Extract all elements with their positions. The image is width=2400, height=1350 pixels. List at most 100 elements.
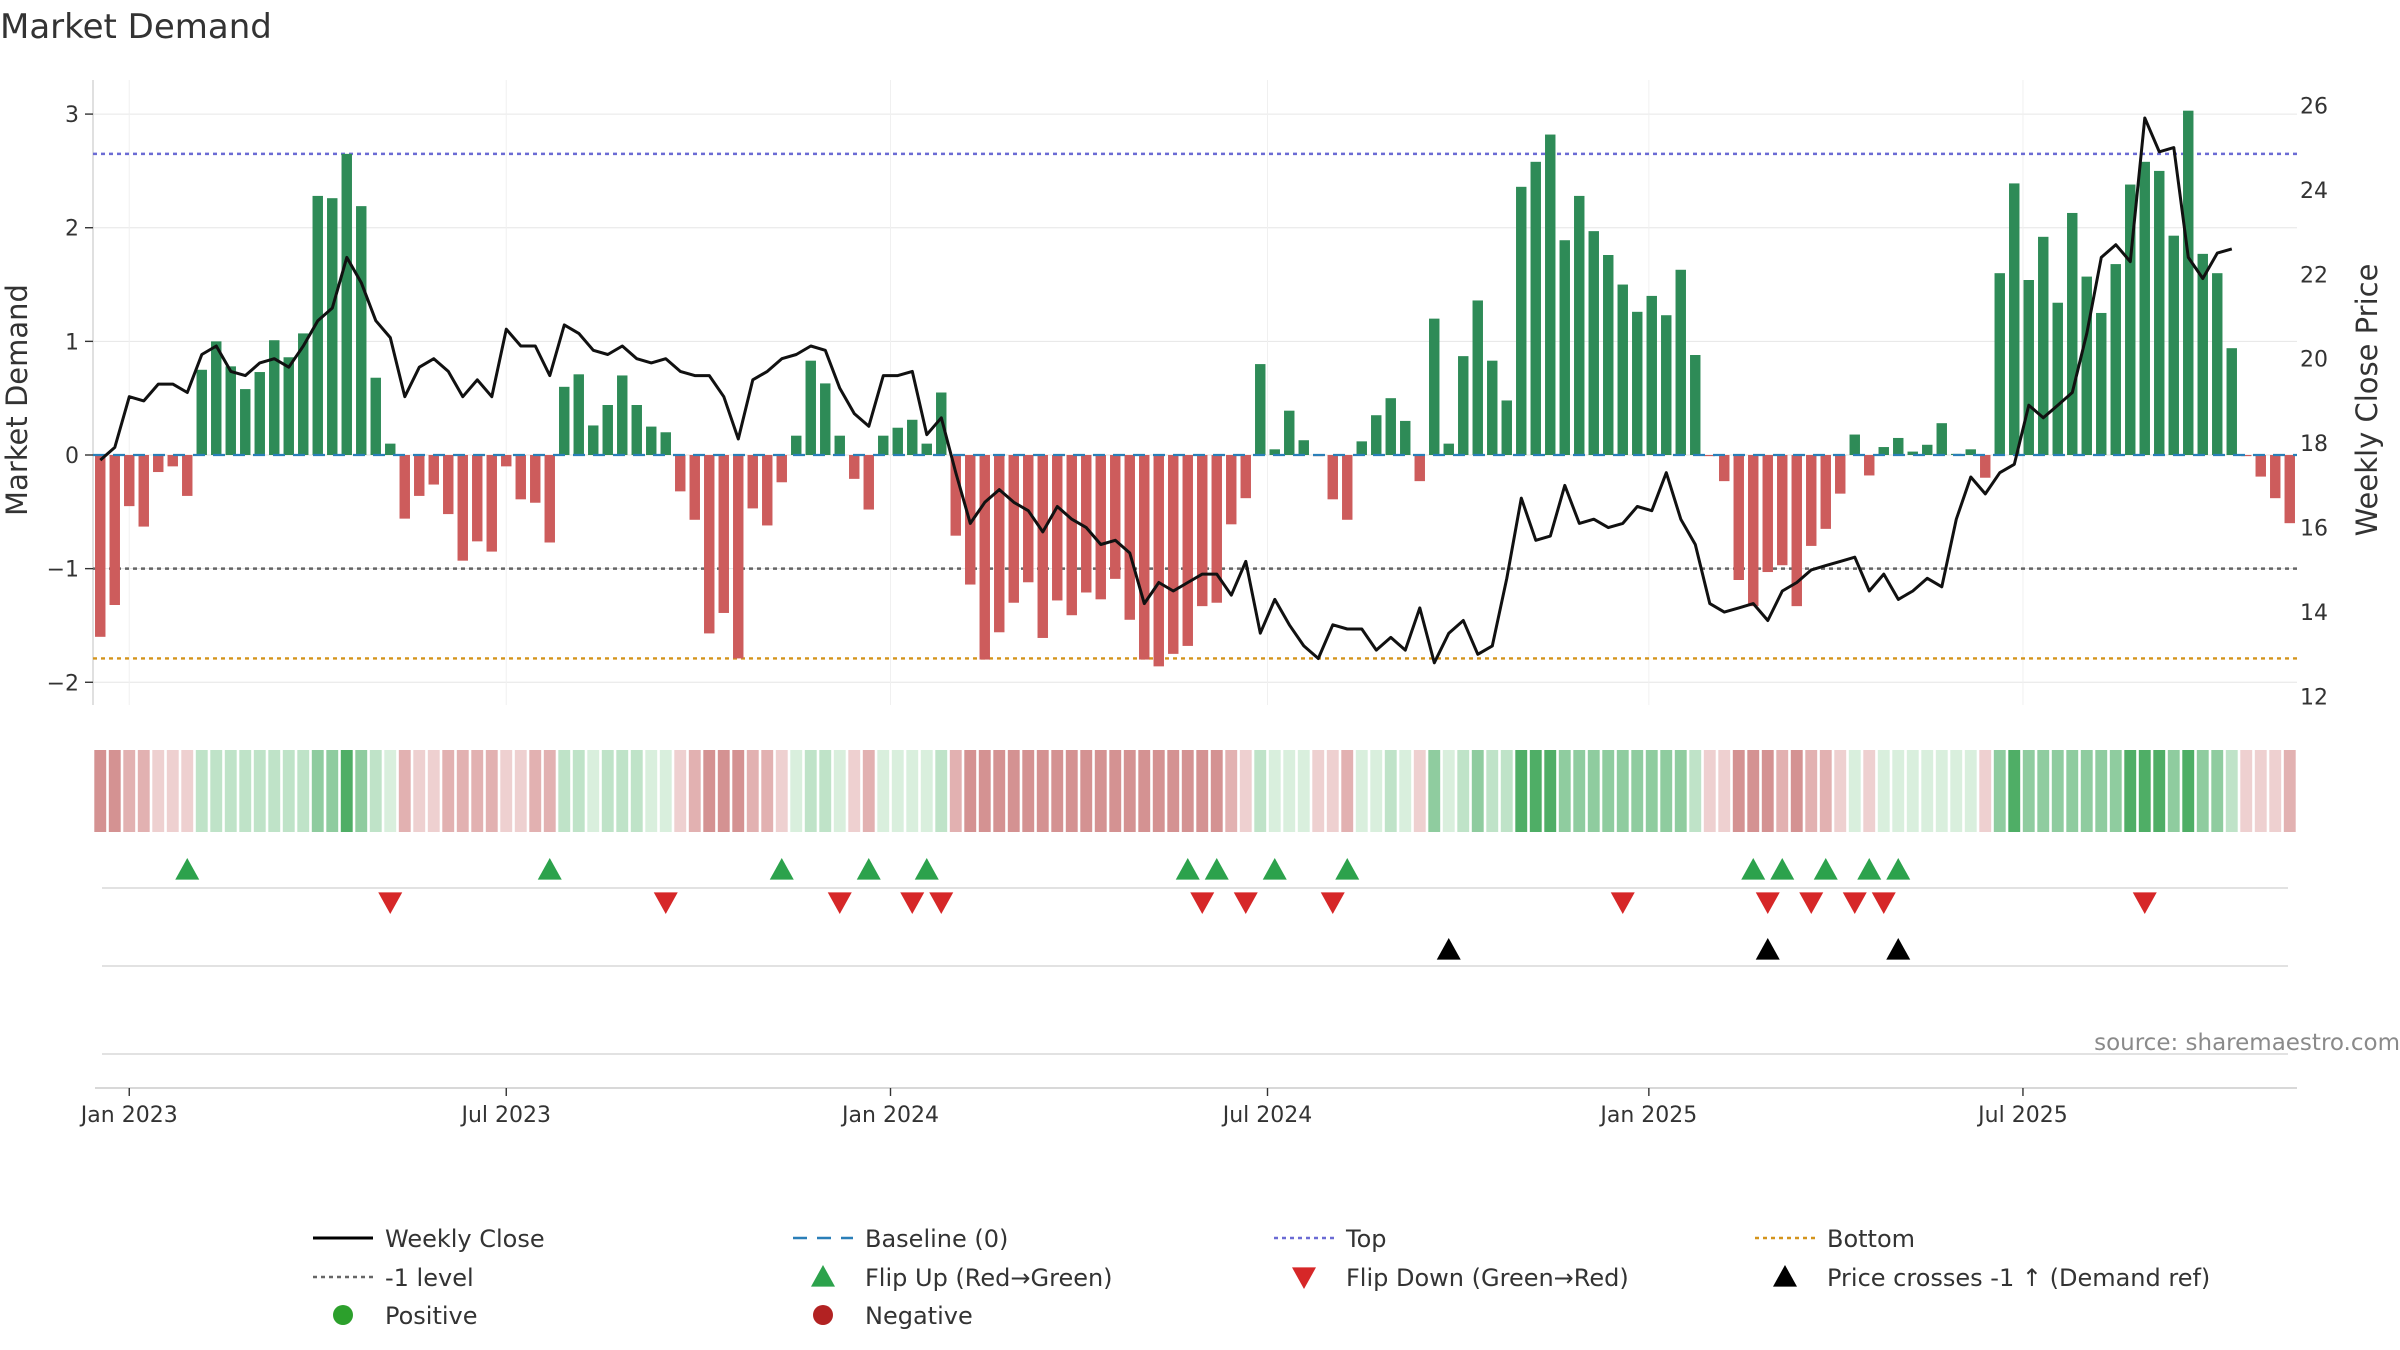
demand-bar [1994, 273, 2005, 455]
legend-label: Positive [385, 1302, 478, 1330]
heat-cell [2167, 750, 2180, 832]
demand-bar [1893, 437, 1904, 455]
flip-up-marker [175, 858, 200, 880]
heat-cell [1109, 750, 1122, 832]
heat-cell [1645, 750, 1658, 832]
heat-cell [1152, 750, 1165, 832]
heat-cell [181, 750, 194, 832]
heat-cell [1283, 750, 1296, 832]
demand-bar [399, 455, 410, 519]
demand-bar [1400, 420, 1411, 455]
demand-bar [167, 455, 178, 467]
heat-cell [1225, 750, 1238, 832]
heat-cell [94, 750, 107, 832]
heat-cell [500, 750, 513, 832]
source-note: source: sharemaestro.com [2094, 1030, 2400, 1056]
demand-bar [1762, 455, 1773, 573]
demand-bar [1240, 455, 1251, 499]
legend-label: Top [1345, 1225, 1387, 1253]
flip-down-marker [378, 892, 403, 914]
heat-cell [1718, 750, 1731, 832]
gridlines [92, 80, 2297, 705]
heat-cell [384, 750, 397, 832]
demand-bar [1414, 455, 1425, 482]
flip-down-marker [1871, 892, 1896, 914]
heat-cell [1196, 750, 1209, 832]
heat-cell [761, 750, 774, 832]
heat-cell [1312, 750, 1325, 832]
weekly-close-path [99, 116, 2233, 665]
heat-cell [848, 750, 861, 832]
heat-cell [2196, 750, 2209, 832]
heat-cell [833, 750, 846, 832]
heat-cell [2095, 750, 2108, 832]
flip-up-marker [856, 858, 881, 880]
heat-cell [514, 750, 527, 832]
heat-cell [775, 750, 788, 832]
legend-item: Negative [813, 1302, 973, 1330]
heat-cell [1805, 750, 1818, 832]
legend-label: Flip Up (Red→Green) [865, 1264, 1113, 1292]
heat-cell [1660, 750, 1673, 832]
heat-cell [2269, 750, 2282, 832]
heat-cell [1747, 750, 1760, 832]
heat-cell [949, 750, 962, 832]
y2-tick-label: 20 [2300, 348, 2328, 373]
heat-cell [674, 750, 687, 832]
demand-bar [2038, 236, 2049, 455]
demand-bar [2255, 455, 2266, 477]
demand-bar [1559, 240, 1570, 455]
demand-bar [747, 455, 758, 509]
heat-cell [1834, 750, 1847, 832]
heat-cell [2138, 750, 2151, 832]
heat-cell [2153, 750, 2166, 832]
demand-bar [1081, 455, 1092, 593]
demand-bar [1255, 364, 1266, 455]
demand-bar [1139, 455, 1150, 660]
demand-bar [1574, 195, 1585, 455]
heat-cell [558, 750, 571, 832]
heat-cell [1732, 750, 1745, 832]
demand-bar [1907, 451, 1918, 455]
y-tick-label: 3 [65, 103, 79, 128]
demand-bar [733, 455, 744, 659]
demand-bar [501, 455, 512, 467]
heat-cell [137, 750, 150, 832]
x-tick-label: Jan 2024 [840, 1103, 939, 1128]
x-axis-ticks: Jan 2023 Jul 2023 Jan 2024 Jul 2024 Jan 2025… [79, 1087, 2297, 1128]
heat-cell [1761, 750, 1774, 832]
heat-cell [862, 750, 875, 832]
flip-up-marker [1262, 858, 1287, 880]
demand-bar [1545, 134, 1556, 455]
heat-cell [282, 750, 295, 832]
legend-label: Flip Down (Green→Red) [1346, 1264, 1629, 1292]
demand-bar [602, 405, 613, 455]
heat-cell [239, 750, 252, 832]
heat-cell [427, 750, 440, 832]
x-tick-label: Jul 2023 [459, 1103, 551, 1128]
price-cross-marker [1755, 938, 1780, 960]
heat-cell [2225, 750, 2238, 832]
heat-cell [1384, 750, 1397, 832]
heat-cell [224, 750, 237, 832]
heat-cell [2080, 750, 2093, 832]
demand-bar [1733, 455, 1744, 580]
legend-item: Bottom [1755, 1225, 1915, 1253]
demand-bar [762, 455, 773, 526]
legend-label: Negative [865, 1302, 973, 1330]
heat-cell [268, 750, 281, 832]
legend-item: Top [1274, 1225, 1387, 1253]
heat-cell [935, 750, 948, 832]
y2-tick-label: 14 [2300, 601, 2328, 626]
demand-bar [617, 375, 628, 455]
x-tick-label: Jan 2023 [79, 1103, 178, 1128]
demand-bar [182, 455, 193, 496]
demand-bar [1182, 455, 1193, 646]
heat-cell [732, 750, 745, 832]
demand-bar [1284, 410, 1295, 455]
heat-cell [1457, 750, 1470, 832]
demand-bar [1719, 455, 1730, 482]
demand-bar [1878, 447, 1889, 455]
heat-cell [717, 750, 730, 832]
